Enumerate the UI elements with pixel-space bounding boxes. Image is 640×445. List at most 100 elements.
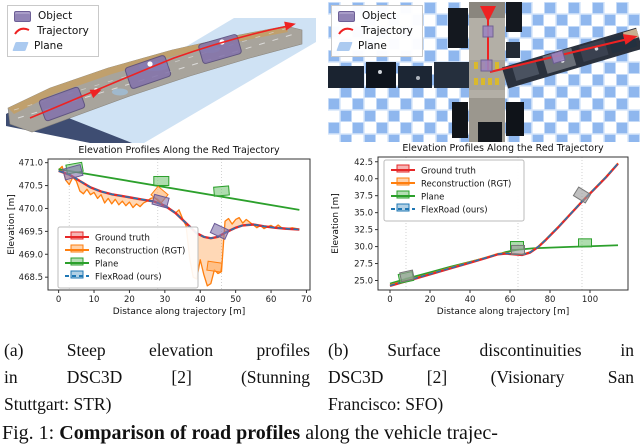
y-tick-label: 27.5 [354, 260, 373, 270]
x-axis-label: Distance along trajectory [m] [437, 307, 569, 317]
trajectory-arrow [284, 21, 296, 31]
scene-marker-purple [209, 222, 230, 240]
building-patch [506, 42, 520, 58]
panel-b: Object Trajectory Plane 0 20 40 60 80 100 25.0… [328, 2, 640, 418]
scene-marker-orange [206, 260, 223, 273]
legend-row-object: Object [338, 10, 413, 22]
speck [378, 70, 382, 74]
building-patch [478, 122, 502, 142]
sensor-dot [147, 61, 153, 67]
red-trajectory [29, 25, 289, 119]
y-tick-label: 25.0 [354, 277, 373, 287]
fig-caption-rest: along the vehicle trajec- [300, 422, 498, 444]
legend-entry-label: Ground truth [421, 167, 476, 177]
legend-row-plane: Plane [12, 40, 89, 52]
scene-b-intersection-3d [328, 2, 640, 142]
y-tick-label: 40.0 [354, 175, 373, 185]
y-tick-label: 470.0 [19, 204, 43, 214]
legend-row-trajectory: Trajectory [14, 25, 89, 37]
y-tick-label: 42.5 [354, 158, 373, 168]
chart-svg: 0 10 20 30 40 50 60 70 468.5 469.0 469.5 470.0 470.5… [7, 145, 312, 317]
caption-line: DSC3D [2] (Visionary San [328, 367, 634, 387]
scene-marker-purple [62, 164, 84, 181]
x-tick-label: 10 [89, 295, 100, 305]
chart-legend: Ground truth Reconstruction (RGT) Plane Fle… [383, 159, 525, 222]
scene-marker-purple [151, 193, 170, 209]
scene-a-road-3d [4, 2, 316, 143]
x-tick-label: 70 [301, 295, 312, 305]
chart-legend: Ground truth Reconstruction (RGT) Plane Fle… [57, 226, 199, 289]
scene-b-container: Object Trajectory Plane [328, 2, 640, 143]
y-tick-label: 30.0 [354, 243, 373, 253]
trajectory-arrow [89, 89, 102, 99]
building-patch [448, 8, 468, 48]
legend-label: Plane [358, 40, 387, 52]
y-tick-label: 469.0 [19, 250, 43, 260]
west-road-patch [398, 66, 432, 88]
series-plane [389, 244, 619, 285]
scene-marker-gray [399, 269, 415, 283]
caption-line: Francisco: SFO) [328, 394, 444, 414]
scene-marker-gray [511, 244, 525, 255]
object-icon [14, 10, 31, 22]
scene-a-container: Object Trajectory Plane [4, 2, 316, 143]
chart-svg: 0 20 40 60 80 100 25.0 27.5 30.0 32.5 35.0 37.5 40.0… [331, 143, 629, 317]
series-plane [58, 168, 300, 211]
scene-legend: Object Trajectory Plane [331, 5, 423, 57]
scene-marker-green [153, 175, 170, 186]
west-road-patch [434, 62, 469, 88]
caption-a: (a) Steep elevation profiles in DSC3D [2… [4, 337, 310, 418]
x-tick-label: 100 [582, 295, 598, 305]
fig-caption-prefix: Fig. 1: [2, 422, 60, 444]
x-tick-label: 20 [124, 295, 135, 305]
scene-marker-green [578, 238, 592, 248]
figure-caption: Fig. 1: Comparison of road profiles alon… [0, 422, 640, 445]
object-box [198, 34, 242, 64]
object-box [550, 49, 566, 65]
building-patch [506, 2, 522, 32]
axes-frame [47, 158, 311, 291]
y-tick-label: 37.5 [354, 192, 373, 202]
west-road-patch [366, 62, 396, 88]
legend-row-plane: Plane [336, 40, 413, 52]
legend-label: Trajectory [37, 25, 89, 37]
y-tick-label: 468.5 [19, 273, 43, 283]
plane-icon [12, 41, 29, 51]
legend-label: Trajectory [361, 25, 413, 37]
y-tick-label: 471.0 [19, 159, 43, 169]
legend-entry-label: FlexRoad (ours) [421, 206, 488, 216]
trajectory-icon [338, 27, 354, 35]
trajectory-arrow-down [480, 6, 496, 22]
speck [416, 76, 420, 80]
x-tick-label: 80 [545, 295, 556, 305]
y-tick-label: 32.5 [354, 226, 373, 236]
y-tick-label: 469.5 [19, 227, 43, 237]
chart-title: Elevation Profiles Along the Red Traject… [78, 145, 280, 156]
terrain-ridge [8, 26, 288, 114]
legend-row-trajectory: Trajectory [338, 25, 413, 37]
caption-line: (a) Steep elevation profiles [4, 340, 310, 360]
plane-icon [336, 41, 353, 51]
x-tick-label: 60 [505, 295, 516, 305]
x-tick-label: 0 [387, 295, 392, 305]
series-flexroad-ours- [58, 170, 300, 239]
figure-panels: Object Trajectory Plane 0 10 20 30 40 50 60 70 4… [4, 2, 640, 418]
trajectory-icon [14, 27, 30, 35]
building-patch [506, 102, 524, 136]
scene-marker-gray [572, 186, 592, 204]
y-tick-label: 470.5 [19, 182, 43, 192]
legend-row-object: Object [14, 10, 89, 22]
caption-line: (b) Surface discontinuities in [328, 340, 634, 360]
west-road-patch [328, 66, 364, 88]
y-axis-label: Elevation [m] [7, 194, 17, 254]
legend-entry-label: Reconstruction (RGT) [421, 180, 511, 190]
legend-entry-label: Ground truth [95, 234, 150, 244]
x-axis-label: Distance along trajectory [m] [113, 307, 245, 317]
elevation-chart-a: 0 10 20 30 40 50 60 70 468.5 469.0 469.5 470.0 470.5… [4, 143, 316, 323]
caption-line: Stuttgart: STR) [4, 394, 112, 414]
caption-b: (b) Surface discontinuities in DSC3D [2]… [328, 337, 634, 418]
y-tick-label: 35.0 [354, 209, 373, 219]
chart-title: Elevation Profiles Along the Red Traject… [402, 143, 604, 154]
fig-caption-bold: Comparison of road profiles [59, 422, 301, 444]
legend-label: Object [362, 10, 397, 22]
